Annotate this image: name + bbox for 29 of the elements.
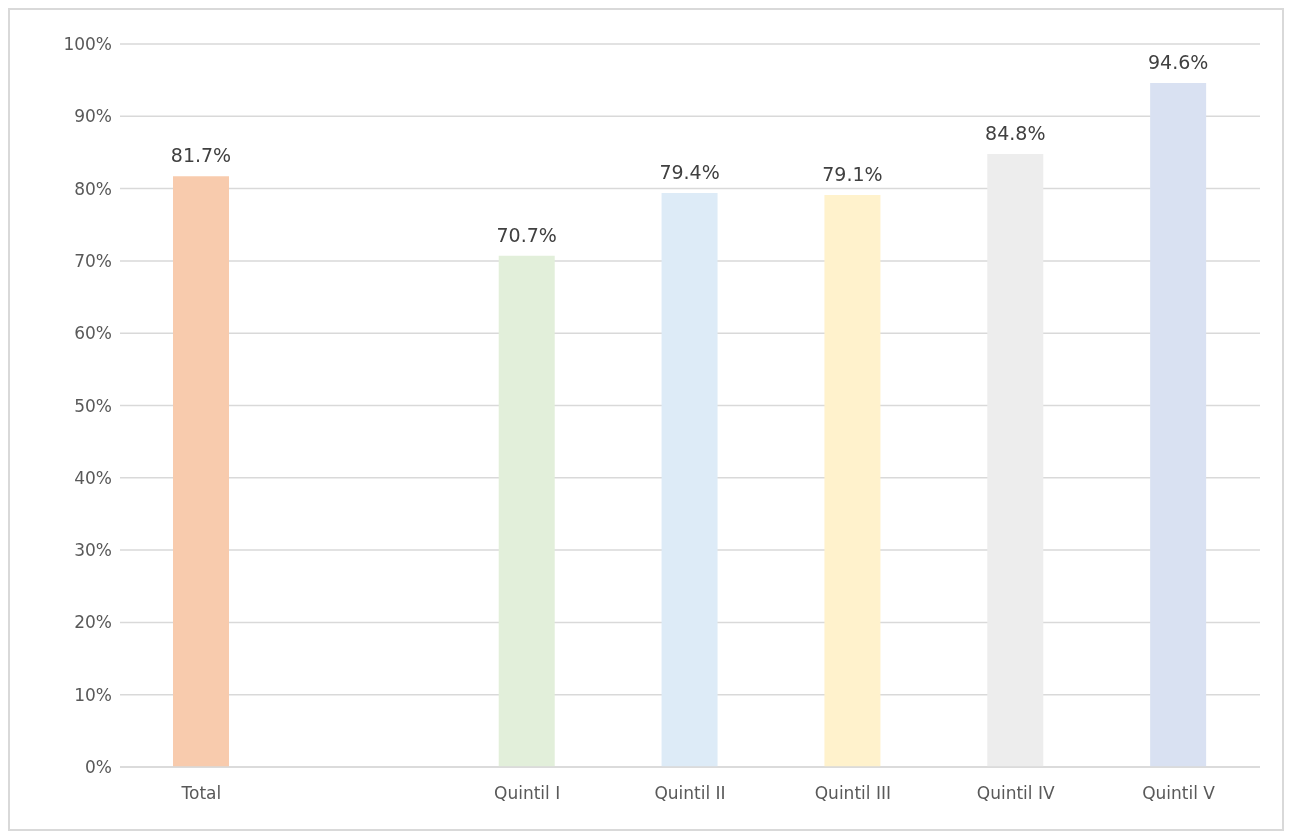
x-tick-label: Quintil I <box>494 783 561 804</box>
data-label: 79.4% <box>659 160 720 183</box>
y-tick-label: 30% <box>74 540 112 561</box>
data-label: 84.8% <box>985 121 1046 144</box>
x-tick-label: Quintil III <box>814 783 891 804</box>
data-label: 94.6% <box>1147 51 1209 74</box>
data-label: 81.7% <box>170 144 232 167</box>
bar <box>173 176 229 767</box>
bar <box>661 192 718 767</box>
bar <box>498 255 555 767</box>
x-tick-label: Total <box>180 783 222 804</box>
bar <box>1150 83 1207 767</box>
y-tick-label: 40% <box>74 467 112 488</box>
x-tick-label: Quintil V <box>1142 783 1216 804</box>
bar <box>987 153 1044 767</box>
y-tick-label: 50% <box>74 395 112 416</box>
y-tick-label: 0% <box>85 757 112 778</box>
y-tick-label: 100% <box>63 34 112 55</box>
y-tick-label: 90% <box>74 106 112 127</box>
bar <box>824 195 881 767</box>
y-tick-label: 60% <box>74 323 112 344</box>
x-tick-label: Quintil IV <box>976 783 1055 804</box>
y-tick-label: 80% <box>74 178 112 199</box>
y-tick-label: 70% <box>74 250 112 271</box>
data-label: 70.7% <box>496 223 557 246</box>
y-tick-label: 10% <box>74 684 112 705</box>
data-label: 79.1% <box>822 163 883 186</box>
x-tick-label: Quintil II <box>654 783 726 804</box>
y-tick-label: 20% <box>74 612 112 633</box>
